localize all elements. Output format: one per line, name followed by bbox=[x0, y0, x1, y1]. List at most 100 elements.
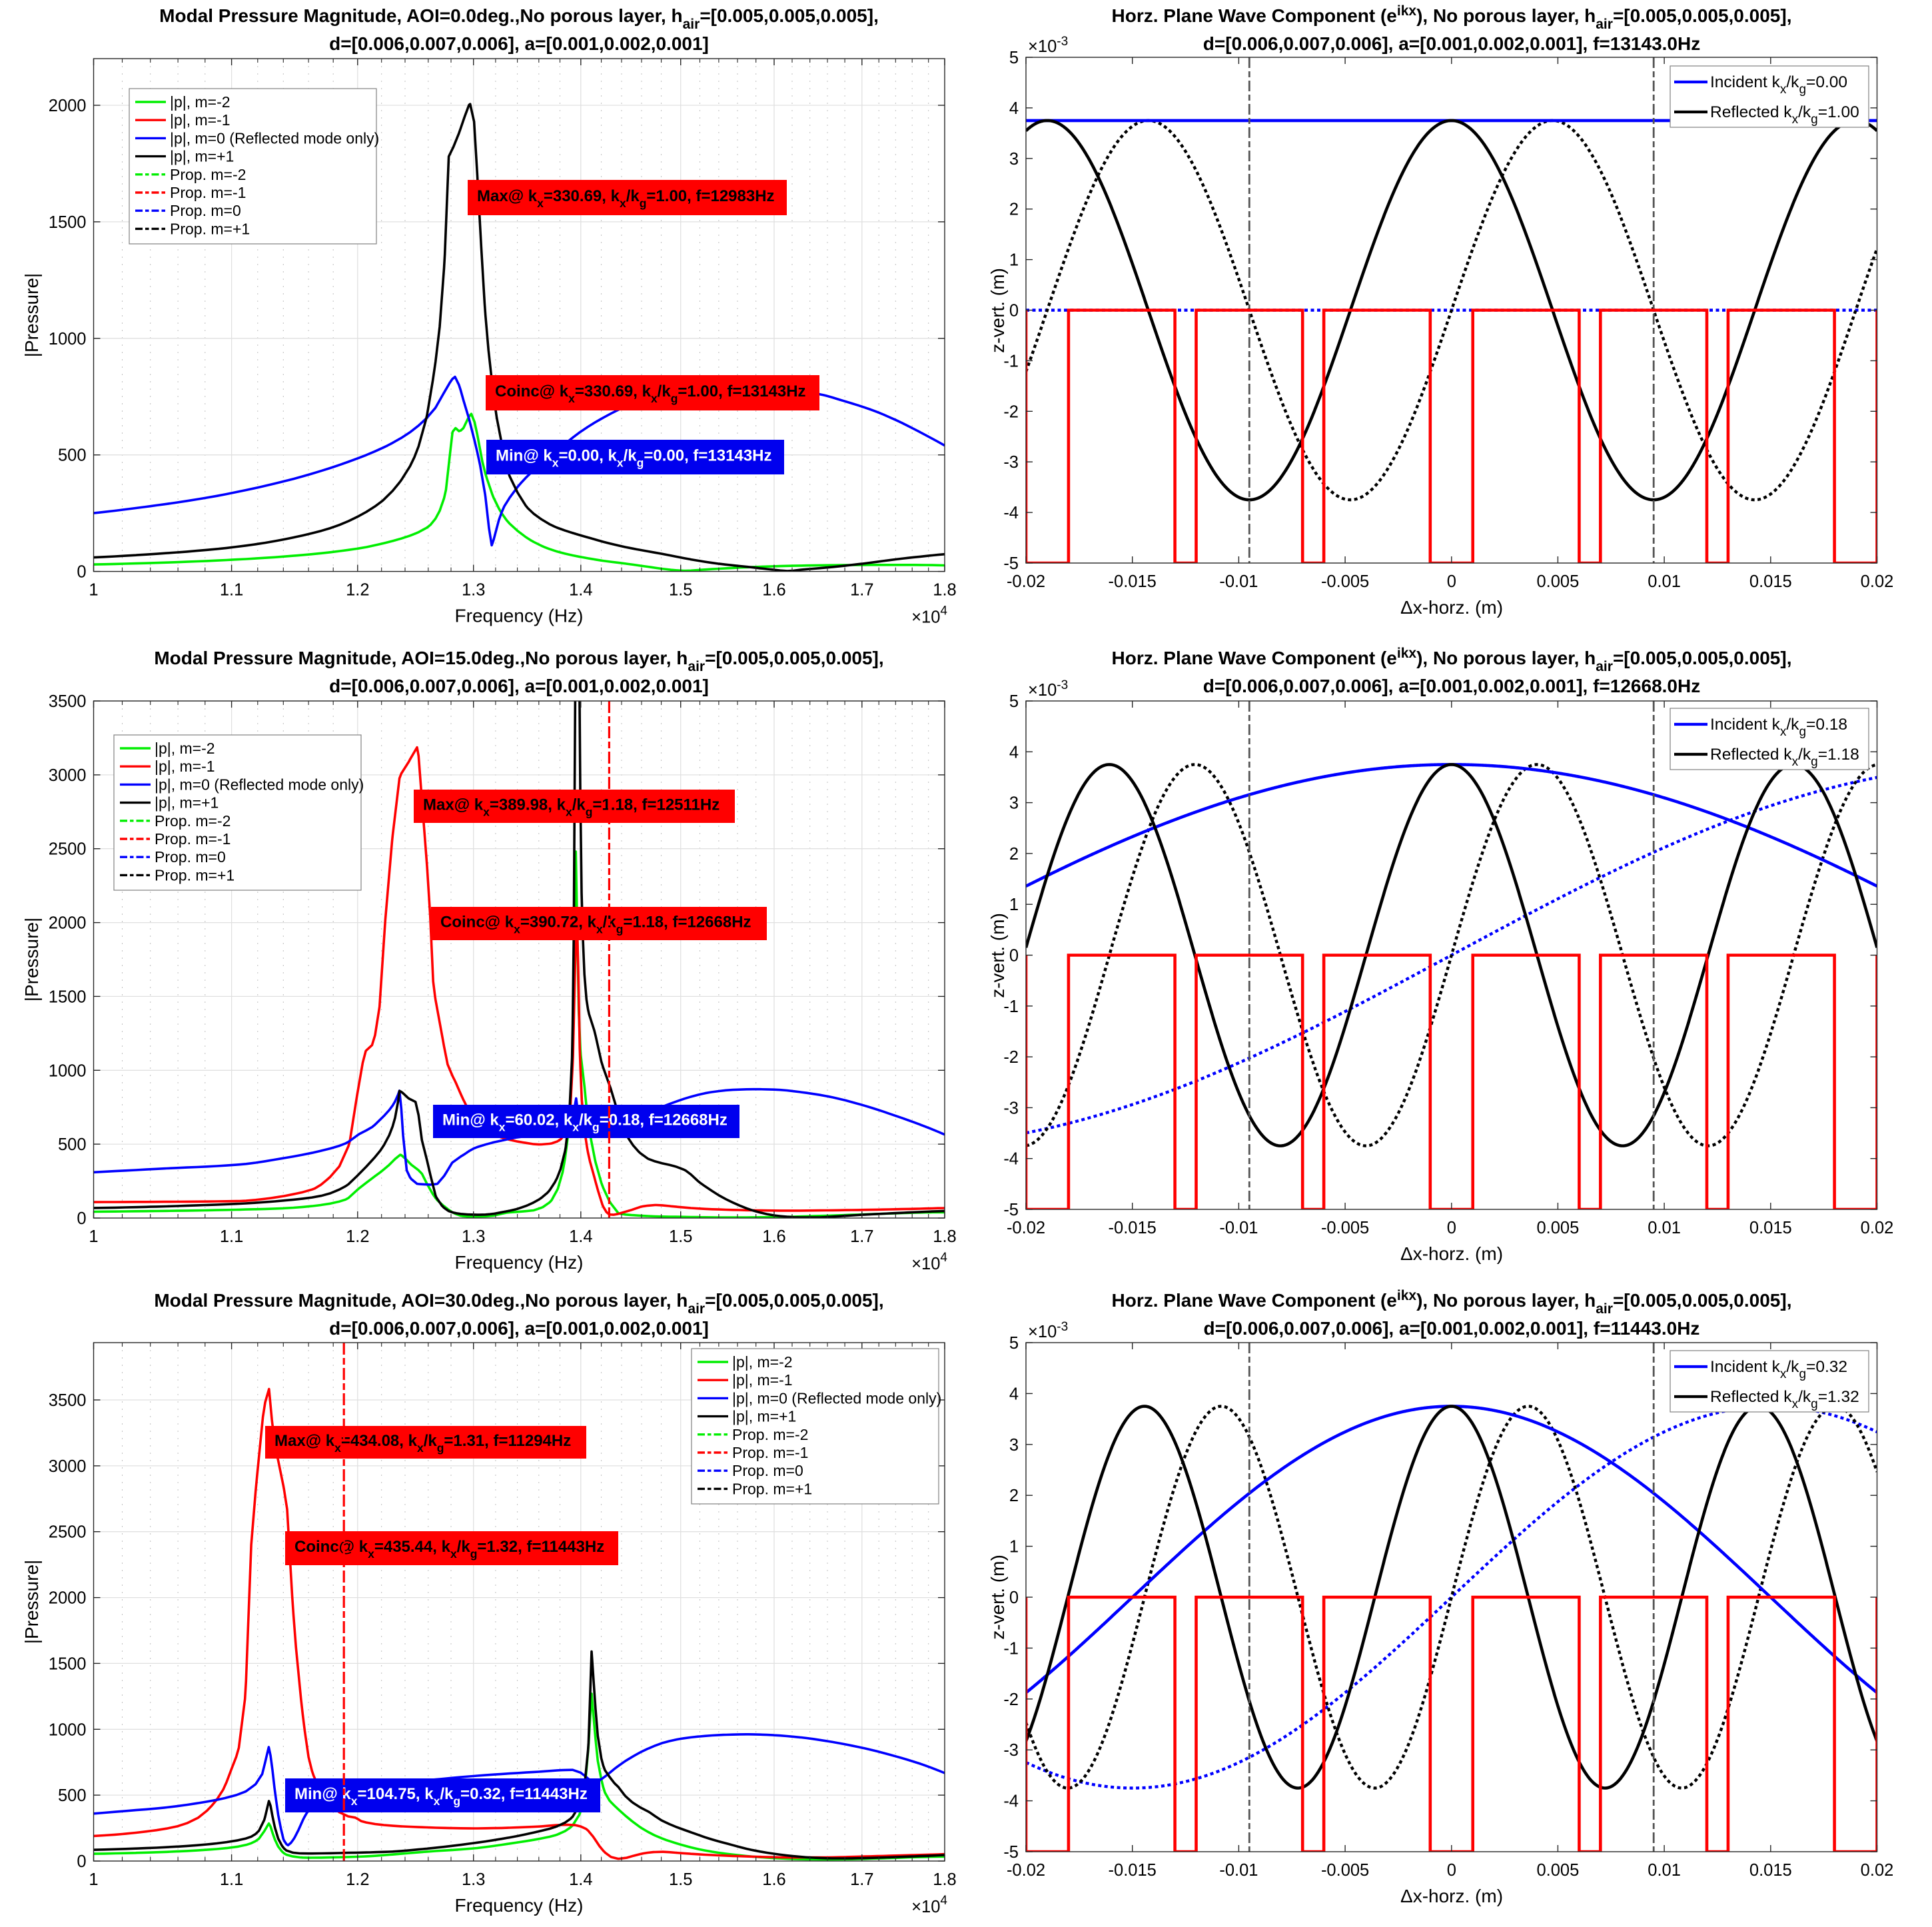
svg-text:-4: -4 bbox=[1003, 504, 1019, 522]
svg-text:|p|, m=-1: |p|, m=-1 bbox=[155, 758, 215, 775]
svg-text:2000: 2000 bbox=[49, 97, 87, 115]
svg-text:-0.02: -0.02 bbox=[1007, 572, 1045, 591]
svg-text:Prop. m=-2: Prop. m=-2 bbox=[732, 1426, 808, 1443]
svg-text:Δx-horz. (m): Δx-horz. (m) bbox=[1400, 597, 1503, 618]
svg-text:1.6: 1.6 bbox=[762, 1227, 785, 1246]
svg-text:1000: 1000 bbox=[49, 1061, 87, 1080]
svg-text:3500: 3500 bbox=[49, 692, 87, 711]
svg-text:d=[0.006,0.007,0.006], a=[0.00: d=[0.006,0.007,0.006], a=[0.001,0.002,0.… bbox=[329, 33, 709, 54]
svg-text:1: 1 bbox=[1009, 896, 1019, 914]
svg-text:1.2: 1.2 bbox=[346, 581, 369, 600]
svg-text:-2: -2 bbox=[1003, 402, 1019, 421]
svg-text:0.02: 0.02 bbox=[1861, 1861, 1894, 1880]
svg-text:0: 0 bbox=[1009, 1589, 1019, 1607]
svg-text:0.01: 0.01 bbox=[1648, 1861, 1681, 1880]
svg-text:d=[0.006,0.007,0.006], a=[0.00: d=[0.006,0.007,0.006], a=[0.001,0.002,0.… bbox=[1203, 33, 1700, 54]
svg-text:-0.005: -0.005 bbox=[1321, 1861, 1369, 1880]
svg-text:2000: 2000 bbox=[49, 1589, 87, 1608]
svg-text:-4: -4 bbox=[1003, 1792, 1019, 1811]
svg-text:0.01: 0.01 bbox=[1648, 572, 1681, 591]
svg-text:-2: -2 bbox=[1003, 1048, 1019, 1067]
svg-text:2: 2 bbox=[1009, 201, 1019, 219]
svg-text:1: 1 bbox=[89, 1227, 98, 1246]
svg-text:-0.01: -0.01 bbox=[1219, 1219, 1258, 1237]
svg-text:0: 0 bbox=[1009, 947, 1019, 965]
svg-text:1: 1 bbox=[1009, 251, 1019, 270]
svg-text:1.4: 1.4 bbox=[569, 1870, 592, 1889]
svg-text:1.5: 1.5 bbox=[669, 581, 692, 600]
svg-text:-2: -2 bbox=[1003, 1690, 1019, 1709]
svg-text:-3: -3 bbox=[1003, 1741, 1019, 1760]
svg-text:|p|, m=+1: |p|, m=+1 bbox=[732, 1408, 796, 1425]
svg-text:-0.015: -0.015 bbox=[1109, 1219, 1157, 1237]
svg-text:0: 0 bbox=[77, 563, 86, 582]
svg-text:-1: -1 bbox=[1003, 997, 1019, 1016]
svg-text:0.02: 0.02 bbox=[1861, 572, 1894, 591]
svg-text:Prop. m=-2: Prop. m=-2 bbox=[155, 812, 231, 830]
svg-text:d=[0.006,0.007,0.006], a=[0.00: d=[0.006,0.007,0.006], a=[0.001,0.002,0.… bbox=[1204, 1318, 1700, 1339]
svg-text:1.8: 1.8 bbox=[933, 581, 956, 600]
svg-text:1000: 1000 bbox=[49, 330, 87, 348]
svg-text:Δx-horz. (m): Δx-horz. (m) bbox=[1400, 1886, 1503, 1906]
svg-text:1.6: 1.6 bbox=[762, 581, 785, 600]
svg-text:0.015: 0.015 bbox=[1749, 1219, 1792, 1237]
svg-text:5: 5 bbox=[1009, 692, 1019, 711]
svg-text:1.3: 1.3 bbox=[462, 1870, 485, 1889]
svg-text:1000: 1000 bbox=[49, 1720, 87, 1739]
svg-text:Prop. m=-1: Prop. m=-1 bbox=[155, 830, 231, 848]
svg-text:0.01: 0.01 bbox=[1648, 1219, 1681, 1237]
svg-text:500: 500 bbox=[58, 446, 87, 465]
svg-text:Prop. m=+1: Prop. m=+1 bbox=[170, 220, 250, 237]
svg-text:1.5: 1.5 bbox=[669, 1227, 692, 1246]
svg-text:4: 4 bbox=[1009, 1385, 1019, 1403]
svg-text:1.2: 1.2 bbox=[346, 1227, 369, 1246]
svg-text:-0.01: -0.01 bbox=[1219, 572, 1258, 591]
svg-text:z-vert. (m): z-vert. (m) bbox=[987, 1555, 1008, 1640]
svg-text:3: 3 bbox=[1009, 794, 1019, 813]
svg-text:2: 2 bbox=[1009, 845, 1019, 864]
svg-text:1.7: 1.7 bbox=[850, 1227, 873, 1246]
svg-text:Prop. m=-1: Prop. m=-1 bbox=[170, 184, 246, 201]
svg-text:|p|, m=0 (Reflected mode only): |p|, m=0 (Reflected mode only) bbox=[170, 129, 379, 147]
svg-text:-1: -1 bbox=[1003, 352, 1019, 370]
svg-text:1.8: 1.8 bbox=[933, 1870, 956, 1889]
svg-text:-0.01: -0.01 bbox=[1219, 1861, 1258, 1880]
svg-text:d=[0.006,0.007,0.006], a=[0.00: d=[0.006,0.007,0.006], a=[0.001,0.002,0.… bbox=[329, 676, 709, 696]
svg-text:1500: 1500 bbox=[49, 213, 87, 232]
svg-text:|p|, m=0 (Reflected mode only): |p|, m=0 (Reflected mode only) bbox=[155, 776, 364, 793]
svg-text:1.3: 1.3 bbox=[462, 1227, 485, 1246]
svg-text:4: 4 bbox=[1009, 743, 1019, 762]
svg-text:2: 2 bbox=[1009, 1487, 1019, 1505]
svg-text:500: 500 bbox=[58, 1786, 87, 1805]
svg-text:2500: 2500 bbox=[49, 1523, 87, 1542]
svg-text:1.4: 1.4 bbox=[569, 1227, 592, 1246]
svg-text:|Pressure|: |Pressure| bbox=[21, 273, 42, 358]
svg-text:-5: -5 bbox=[1003, 554, 1019, 573]
svg-text:Prop. m=0: Prop. m=0 bbox=[170, 202, 241, 219]
svg-text:0: 0 bbox=[1447, 1219, 1456, 1237]
svg-text:Frequency (Hz): Frequency (Hz) bbox=[455, 1895, 584, 1916]
svg-text:|Pressure|: |Pressure| bbox=[21, 1560, 42, 1644]
svg-text:|p|, m=-2: |p|, m=-2 bbox=[170, 93, 231, 111]
svg-text:0.005: 0.005 bbox=[1536, 1861, 1579, 1880]
svg-text:1.5: 1.5 bbox=[669, 1870, 692, 1889]
svg-text:0.005: 0.005 bbox=[1536, 1219, 1579, 1237]
svg-text:0.02: 0.02 bbox=[1861, 1219, 1894, 1237]
svg-text:3000: 3000 bbox=[49, 766, 87, 785]
svg-text:d=[0.006,0.007,0.006], a=[0.00: d=[0.006,0.007,0.006], a=[0.001,0.002,0.… bbox=[1203, 676, 1700, 696]
svg-text:Prop. m=+1: Prop. m=+1 bbox=[155, 866, 235, 884]
svg-text:-0.015: -0.015 bbox=[1109, 1861, 1157, 1880]
svg-text:-1: -1 bbox=[1003, 1639, 1019, 1658]
svg-text:2500: 2500 bbox=[49, 840, 87, 859]
svg-text:Frequency (Hz): Frequency (Hz) bbox=[455, 1252, 584, 1273]
svg-text:-5: -5 bbox=[1003, 1843, 1019, 1862]
svg-text:0: 0 bbox=[77, 1852, 86, 1871]
svg-text:3: 3 bbox=[1009, 150, 1019, 169]
svg-text:|p|, m=+1: |p|, m=+1 bbox=[155, 794, 219, 812]
svg-text:-3: -3 bbox=[1003, 1099, 1019, 1117]
svg-text:1: 1 bbox=[89, 1870, 98, 1889]
svg-text:1.1: 1.1 bbox=[220, 1227, 243, 1246]
svg-text:Δx-horz. (m): Δx-horz. (m) bbox=[1400, 1243, 1503, 1264]
svg-text:|p|, m=0 (Reflected mode only): |p|, m=0 (Reflected mode only) bbox=[732, 1389, 941, 1407]
svg-text:5: 5 bbox=[1009, 49, 1019, 67]
